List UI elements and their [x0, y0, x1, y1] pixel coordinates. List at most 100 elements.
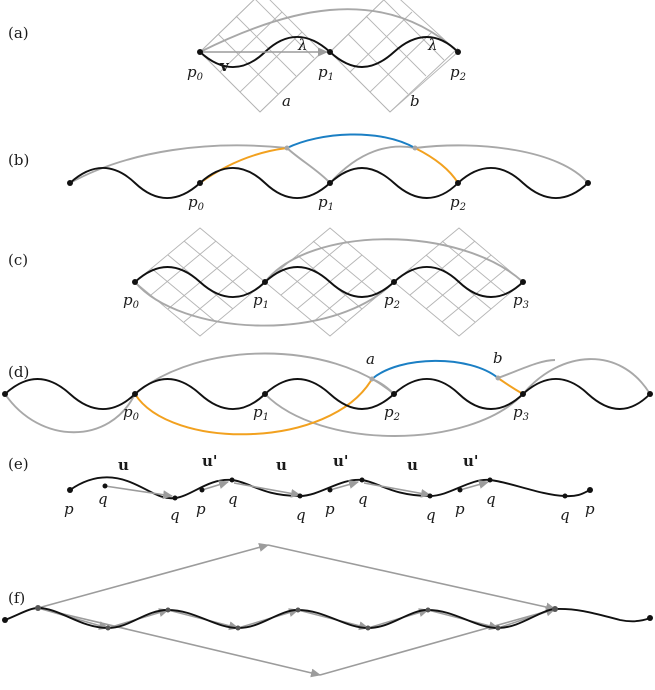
- panel-c: (c) p0 p1 p2 p3: [8, 227, 529, 337]
- e-label-9: q: [426, 506, 436, 524]
- point-c-p0: [132, 279, 138, 285]
- lifted-arc-d2: [264, 393, 524, 437]
- f-endpoint-left: [2, 617, 8, 623]
- e-point-9: [427, 493, 433, 499]
- f-node-4: [235, 625, 241, 631]
- lifted-arc-b1: [69, 144, 288, 184]
- point-p1: [327, 49, 333, 55]
- lifted-arc-b3: [329, 145, 416, 184]
- e-label-13: p: [585, 500, 595, 518]
- e-label-8: q: [358, 490, 368, 508]
- arrow-e-u4: [329, 480, 360, 491]
- e-point-8: [359, 477, 365, 483]
- point-label-d-p2: p2: [384, 403, 400, 423]
- curve-c: [134, 266, 524, 298]
- point-label-p1: p1: [318, 63, 334, 83]
- vector-v-label: v: [219, 57, 230, 75]
- lifted-arc-a: [199, 8, 459, 53]
- point-c-p2: [391, 279, 397, 285]
- marker-d-a: [369, 376, 375, 382]
- e-point-2: [102, 483, 108, 489]
- region-label-a: a: [282, 92, 291, 110]
- intersection-b1: [284, 145, 290, 151]
- panel-b: (b) p0 p1 p2: [8, 133, 591, 213]
- panel-a: (a) v λ λ p0 p1 p2 a b: [8, 0, 466, 113]
- e-label-3: q: [170, 506, 180, 524]
- lifted-arc-d5: [497, 359, 556, 379]
- point-label-c-p0: p0: [123, 291, 140, 311]
- lambda-label-1: λ: [297, 36, 308, 54]
- f-endpoint-right: [647, 615, 653, 621]
- marker-label-d-a: a: [366, 350, 375, 368]
- lifted-arc-c1: [134, 281, 395, 327]
- point-label-c-p3: p3: [513, 291, 529, 311]
- lifted-arc-c2: [264, 238, 524, 283]
- arrow-e-u5: [363, 482, 432, 498]
- e-vec-label-1: u: [118, 456, 129, 474]
- point-label-c-p2: p2: [384, 291, 400, 311]
- f-node-5: [295, 607, 301, 613]
- highlight-blue-d: [371, 359, 499, 380]
- e-point-1: [67, 487, 73, 493]
- lifted-arc-d0: [4, 393, 136, 434]
- point-label-b-p2: p2: [450, 193, 466, 213]
- point-b-p0: [197, 180, 203, 186]
- panel-f: (f): [2, 543, 653, 678]
- endpoint-b-left: [67, 180, 73, 186]
- panel-b-label: (b): [8, 151, 29, 169]
- e-vec-label-2: u': [202, 452, 218, 470]
- point-d-p1: [262, 391, 268, 397]
- e-vec-label-4: u': [333, 452, 349, 470]
- point-d-p0: [132, 391, 138, 397]
- e-point-11: [487, 477, 493, 483]
- point-label-p0: p0: [187, 63, 204, 83]
- highlight-orange-d1: [134, 378, 373, 436]
- endpoint-b-right: [585, 180, 591, 186]
- f-node-8: [495, 625, 501, 631]
- arrow-e-u1: [104, 485, 174, 500]
- e-vec-label-3: u: [276, 456, 287, 474]
- panel-e-label: (e): [8, 455, 29, 473]
- grid-b: [329, 0, 459, 113]
- e-point-12: [562, 493, 568, 499]
- e-label-5: q: [228, 490, 238, 508]
- panel-e: (e) u u' u u' u u' p q q p q q p q: [8, 452, 595, 524]
- e-point-4: [199, 487, 205, 493]
- point-label-b-p1: p1: [318, 193, 334, 213]
- point-label-p2: p2: [450, 63, 466, 83]
- point-d-p2: [391, 391, 397, 397]
- e-point-5: [229, 477, 235, 483]
- endpoint-d-right: [647, 391, 653, 397]
- f-node-9: [552, 606, 558, 612]
- e-label-12: q: [560, 506, 570, 524]
- e-label-7: p: [325, 500, 335, 518]
- lifted-arc-b4: [414, 144, 589, 184]
- point-label-c-p1: p1: [253, 291, 269, 311]
- lifted-arc-b2: [286, 147, 331, 184]
- f-arrow-bottom-1: [37, 607, 322, 678]
- f-node-7: [425, 607, 431, 613]
- e-point-6: [297, 493, 303, 499]
- highlight-orange-d2: [497, 377, 524, 395]
- curve-d: [4, 378, 651, 410]
- point-c-p3: [520, 279, 526, 285]
- e-point-3: [172, 495, 178, 501]
- panel-d: (d) a b p0 p1 p2 p3: [2, 349, 653, 437]
- point-p0: [197, 49, 203, 55]
- e-label-4: p: [196, 500, 206, 518]
- point-label-d-p1: p1: [253, 403, 269, 423]
- panel-d-label: (d): [8, 363, 29, 381]
- e-vec-label-6: u': [463, 452, 479, 470]
- region-label-b: b: [410, 92, 420, 110]
- e-vec-label-5: u: [407, 456, 418, 474]
- arrow-e-u6: [459, 480, 490, 491]
- point-p2: [455, 49, 461, 55]
- point-label-d-p3: p3: [513, 403, 529, 423]
- panel-c-label: (c): [8, 251, 28, 269]
- e-label-6: q: [296, 506, 306, 524]
- highlight-orange-b2: [414, 147, 459, 184]
- point-c-p1: [262, 279, 268, 285]
- arrow-e-u3: [233, 482, 302, 498]
- lifted-arc-d1: [134, 352, 395, 395]
